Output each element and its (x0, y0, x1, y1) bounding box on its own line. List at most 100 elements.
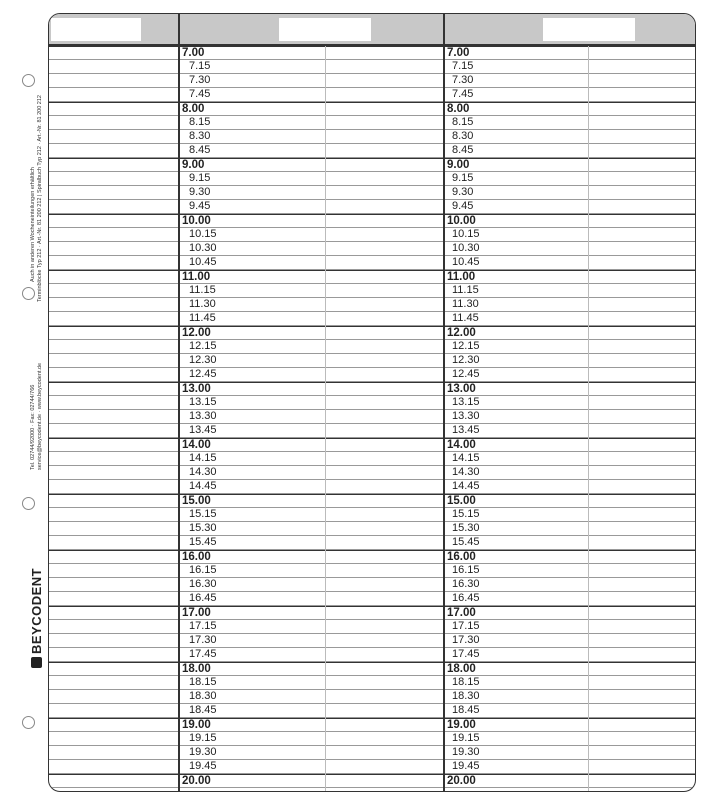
time-slot-row[interactable]: 16.15 16.15 (49, 564, 695, 578)
time-slot-row[interactable]: 17.15 17.15 (49, 620, 695, 634)
time-slot-row[interactable]: 9.00 9.00 (49, 158, 695, 172)
time-label-day2: 10.15 (452, 228, 480, 240)
time-label-day1: 10.15 (189, 228, 217, 240)
time-label-day1: 14.30 (189, 466, 217, 478)
time-label-day2: 16.45 (452, 592, 480, 604)
time-slot-row[interactable]: 19.30 19.30 (49, 746, 695, 760)
time-slot-row[interactable]: 7.00 7.00 (49, 46, 695, 60)
time-label-day2: 18.45 (452, 704, 480, 716)
time-slot-row[interactable]: 15.15 15.15 (49, 508, 695, 522)
time-label-day1: 14.15 (189, 452, 217, 464)
time-label-day2: 16.15 (452, 564, 480, 576)
time-slot-row[interactable]: 14.15 14.15 (49, 452, 695, 466)
column-subdivider (588, 46, 589, 791)
time-label-day1: 13.30 (189, 410, 217, 422)
time-slot-row[interactable]: 15.45 15.45 (49, 536, 695, 550)
time-label-day2: 8.15 (452, 116, 474, 128)
time-label-day1: 17.15 (189, 620, 217, 632)
time-label-day1: 13.45 (189, 424, 217, 436)
time-label-day1: 12.00 (182, 327, 211, 339)
time-slot-row[interactable]: 14.30 14.30 (49, 466, 695, 480)
time-slot-row[interactable]: 11.30 11.30 (49, 298, 695, 312)
product-numbers: Terminblöcke Typ 212 · Art.-Nr. 81 200 2… (37, 95, 43, 302)
time-slot-row[interactable]: 9.30 9.30 (49, 186, 695, 200)
time-label-day1: 15.15 (189, 508, 217, 520)
time-label-day2: 10.30 (452, 242, 480, 254)
column-divider (443, 14, 445, 791)
time-slot-row[interactable]: 10.00 10.00 (49, 214, 695, 228)
time-slot-row[interactable]: 10.15 10.15 (49, 228, 695, 242)
time-slot-row[interactable]: 16.00 16.00 (49, 550, 695, 564)
time-slot-row[interactable]: 19.15 19.15 (49, 732, 695, 746)
time-slot-row[interactable]: 11.45 11.45 (49, 312, 695, 326)
time-slot-row[interactable]: 12.15 12.15 (49, 340, 695, 354)
time-slot-row[interactable]: 17.45 17.45 (49, 648, 695, 662)
time-label-day2: 13.45 (452, 424, 480, 436)
time-slot-row[interactable]: 12.00 12.00 (49, 326, 695, 340)
time-slot-row[interactable]: 8.30 8.30 (49, 130, 695, 144)
time-slot-row[interactable]: 17.30 17.30 (49, 634, 695, 648)
time-slot-row[interactable]: 7.45 7.45 (49, 88, 695, 102)
time-slot-row[interactable]: 19.00 19.00 (49, 718, 695, 732)
time-label-day2: 7.45 (452, 88, 474, 100)
time-label-day1: 10.00 (182, 215, 211, 227)
time-slot-row[interactable]: 11.15 11.15 (49, 284, 695, 298)
time-label-day1: 14.00 (182, 439, 211, 451)
column-divider (178, 14, 180, 791)
header-field-day1[interactable] (279, 18, 371, 41)
time-slot-row[interactable]: 9.45 9.45 (49, 200, 695, 214)
time-slot-row[interactable]: 8.00 8.00 (49, 102, 695, 116)
time-label-day2: 9.45 (452, 200, 474, 212)
time-slot-row[interactable]: 18.15 18.15 (49, 676, 695, 690)
time-slot-row[interactable]: 18.45 18.45 (49, 704, 695, 718)
time-slot-row[interactable]: 13.00 13.00 (49, 382, 695, 396)
time-slot-row[interactable]: 8.45 8.45 (49, 144, 695, 158)
time-slot-row[interactable]: 7.15 7.15 (49, 60, 695, 74)
time-label-day2: 14.00 (447, 439, 476, 451)
time-slot-row[interactable]: 7.30 7.30 (49, 74, 695, 88)
time-slot-row[interactable]: 14.00 14.00 (49, 438, 695, 452)
header-field-left[interactable] (51, 18, 141, 41)
phone-fax: Tel. 02744/92000 · Fax: 02744/766 (30, 384, 36, 470)
time-slot-row[interactable]: 10.30 10.30 (49, 242, 695, 256)
time-slot-row[interactable]: 8.15 8.15 (49, 116, 695, 130)
brand-name: BEYCODENT (29, 567, 44, 654)
time-label-day2: 18.00 (447, 663, 476, 675)
time-label-day2: 11.15 (452, 284, 479, 296)
time-label-day1: 10.30 (189, 242, 217, 254)
time-rows: 7.00 7.00 7.15 7.15 7.30 7.30 7.45 7.45 8.00 8.00… (49, 46, 695, 788)
time-label-day1: 14.45 (189, 480, 217, 492)
time-slot-row[interactable]: 16.45 16.45 (49, 592, 695, 606)
time-label-day1: 13.15 (189, 396, 217, 408)
time-label-day1: 19.15 (189, 732, 217, 744)
time-label-day1: 20.00 (182, 775, 211, 787)
time-label-day2: 15.00 (447, 495, 476, 507)
header-field-day2[interactable] (543, 18, 635, 41)
time-slot-row[interactable]: 18.30 18.30 (49, 690, 695, 704)
time-slot-row[interactable]: 17.00 17.00 (49, 606, 695, 620)
time-slot-row[interactable]: 11.00 11.00 (49, 270, 695, 284)
time-label-day2: 7.15 (452, 60, 474, 72)
time-slot-row[interactable]: 15.00 15.00 (49, 494, 695, 508)
time-slot-row[interactable]: 18.00 18.00 (49, 662, 695, 676)
time-label-day1: 9.30 (189, 186, 211, 198)
time-slot-row[interactable]: 9.15 9.15 (49, 172, 695, 186)
time-slot-row[interactable]: 20.00 20.00 (49, 774, 695, 788)
time-label-day1: 17.00 (182, 607, 211, 619)
time-label-day2: 12.30 (452, 354, 480, 366)
time-slot-row[interactable]: 14.45 14.45 (49, 480, 695, 494)
time-slot-row[interactable]: 16.30 16.30 (49, 578, 695, 592)
time-slot-row[interactable]: 12.45 12.45 (49, 368, 695, 382)
time-label-day1: 18.15 (189, 676, 217, 688)
time-slot-row[interactable]: 10.45 10.45 (49, 256, 695, 270)
time-label-day1: 16.30 (189, 578, 217, 590)
time-slot-row[interactable]: 13.30 13.30 (49, 410, 695, 424)
time-slot-row[interactable]: 12.30 12.30 (49, 354, 695, 368)
time-slot-row[interactable]: 15.30 15.30 (49, 522, 695, 536)
column-subdivider (325, 46, 326, 791)
time-label-day2: 13.15 (452, 396, 480, 408)
time-slot-row[interactable]: 19.45 19.45 (49, 760, 695, 774)
time-label-day2: 11.30 (452, 298, 479, 310)
time-slot-row[interactable]: 13.45 13.45 (49, 424, 695, 438)
time-slot-row[interactable]: 13.15 13.15 (49, 396, 695, 410)
